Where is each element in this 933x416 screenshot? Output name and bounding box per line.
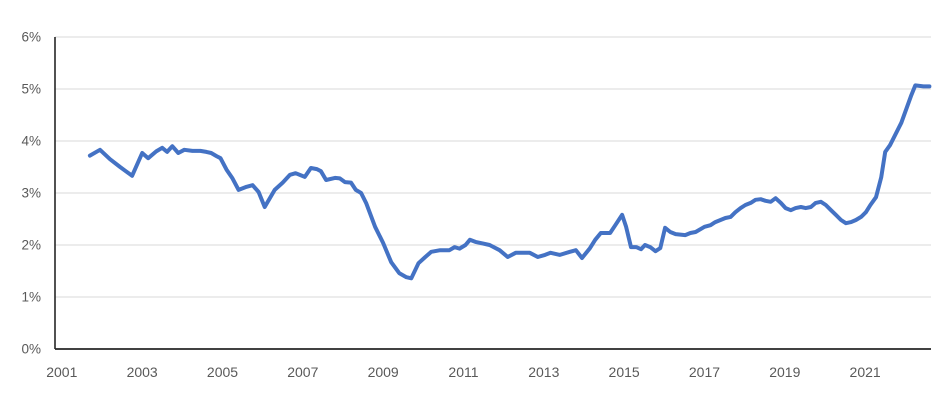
x-tick-label: 2005: [207, 364, 238, 380]
x-tick-label: 2009: [368, 364, 399, 380]
data-series-line: [87, 83, 932, 281]
x-tick-label: 2001: [46, 364, 77, 380]
y-tick-label: 1%: [21, 290, 41, 305]
x-tick-label: 2003: [127, 364, 158, 380]
x-tick-label: 2011: [448, 364, 478, 380]
y-tick-label: 0%: [21, 342, 41, 357]
y-tick-label: 4%: [21, 134, 41, 149]
y-tick-label: 3%: [21, 186, 41, 201]
y-tick-label: 6%: [21, 30, 41, 45]
x-tick-label: 2015: [609, 364, 640, 380]
x-tick-label: 2021: [850, 364, 881, 380]
x-tick-label: 2019: [769, 364, 800, 380]
x-tick-label: 2013: [528, 364, 559, 380]
y-tick-label: 2%: [21, 238, 41, 253]
x-tick-label: 2007: [287, 364, 318, 380]
y-tick-label: 5%: [21, 82, 41, 97]
x-tick-label: 2017: [689, 364, 720, 380]
